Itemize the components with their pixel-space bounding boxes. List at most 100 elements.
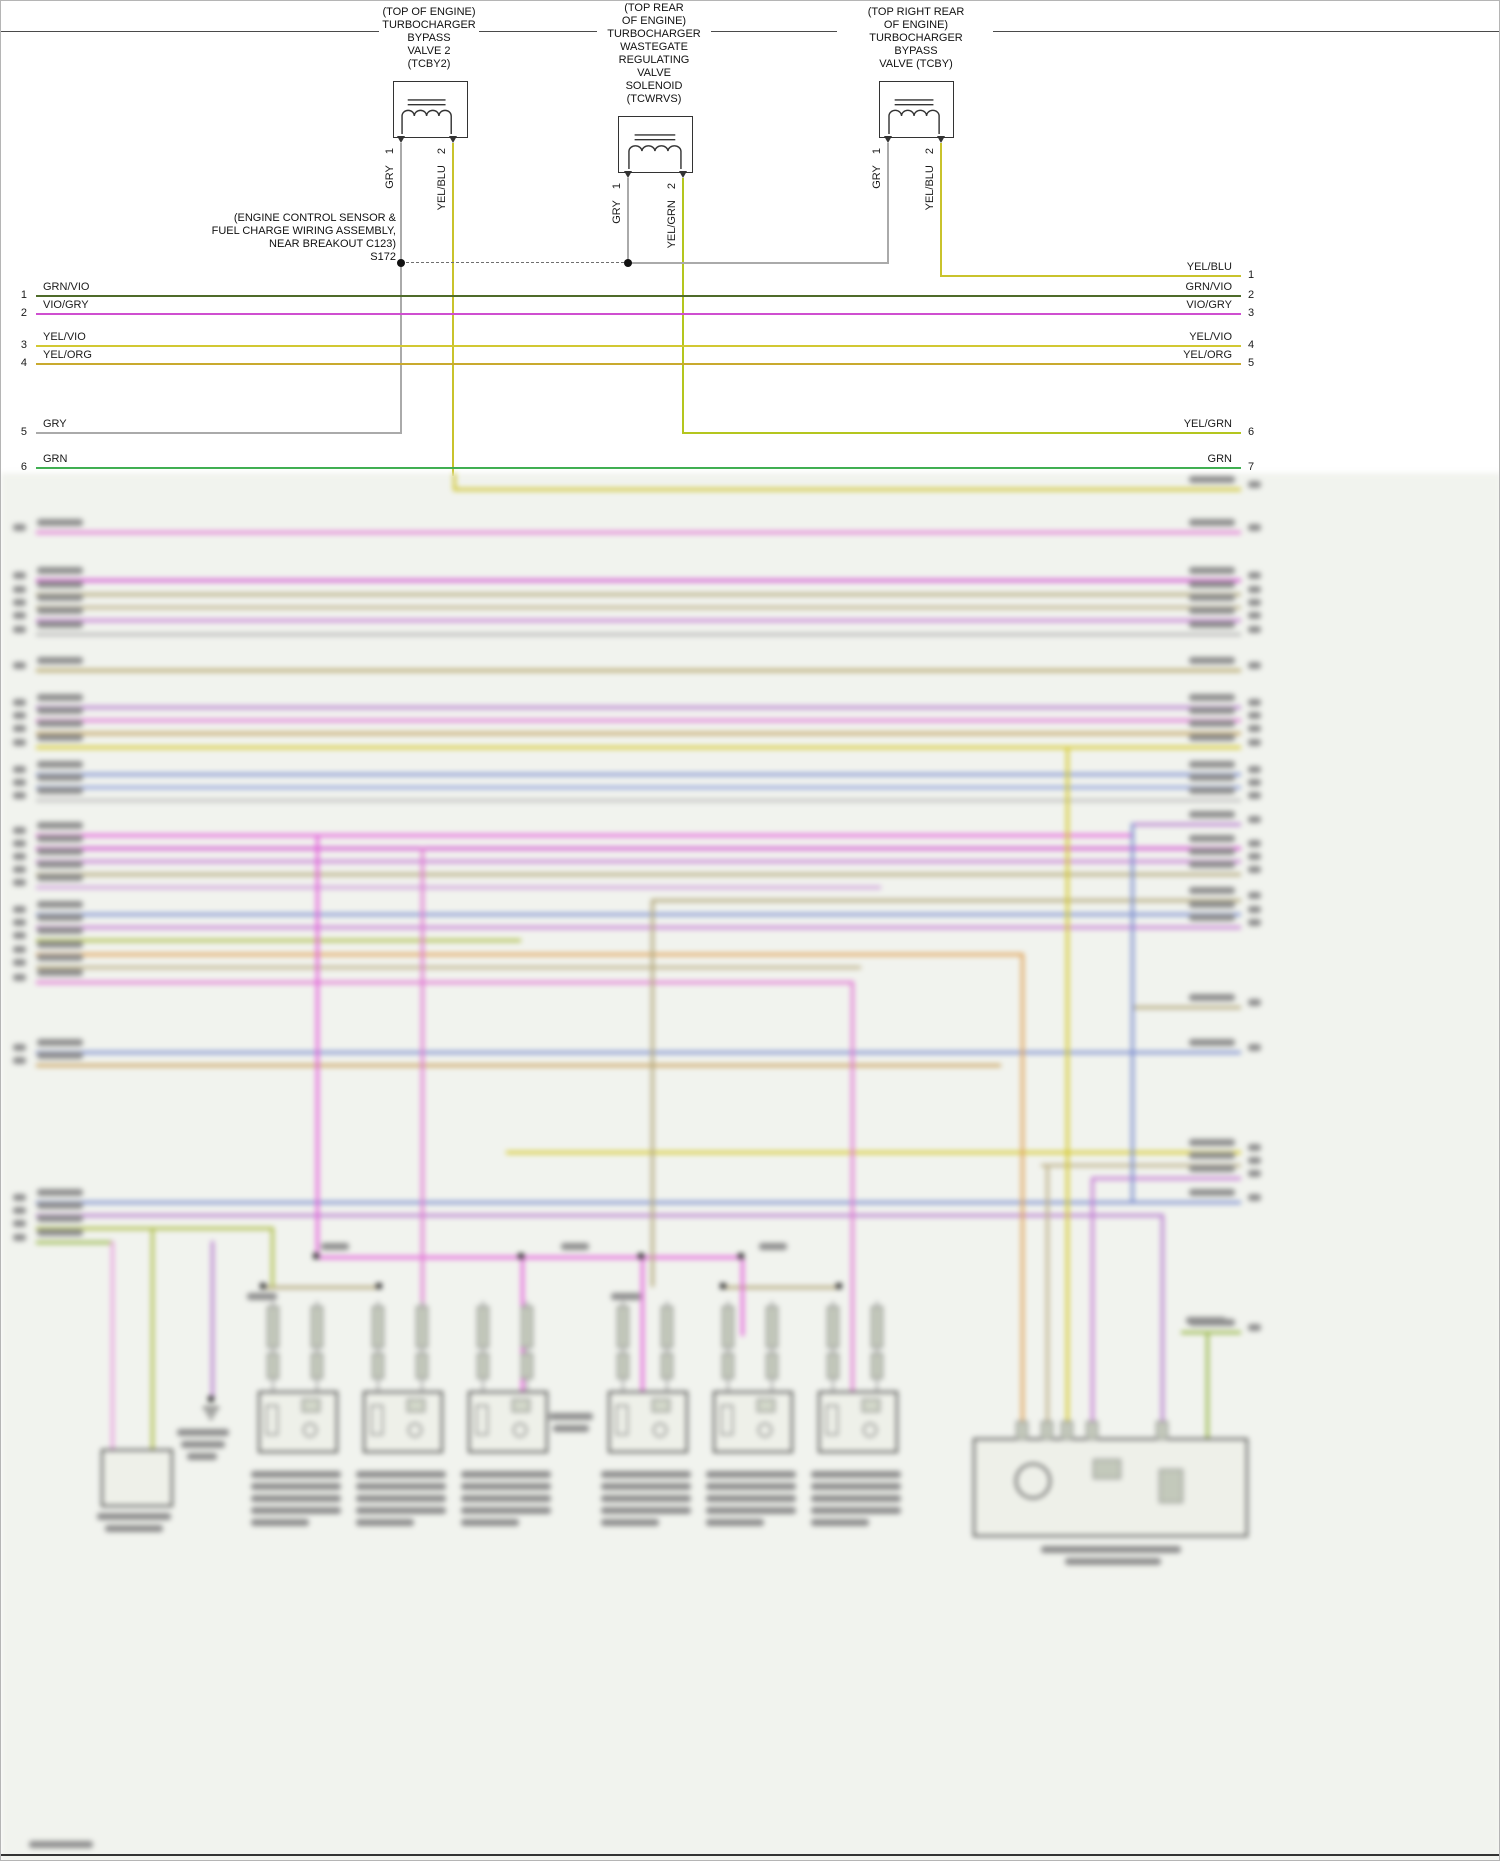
blurred-text [37, 519, 83, 526]
blurred-text [37, 874, 83, 881]
pin-number-left: 3 [20, 339, 27, 351]
wire [940, 143, 942, 277]
blurred-text [811, 1495, 901, 1502]
blurred-wire [651, 899, 654, 1287]
blurred-connector [371, 1405, 383, 1435]
wire [36, 313, 1241, 315]
blurred-connector [512, 1399, 530, 1412]
blurred-wire [271, 1227, 274, 1287]
blurred-wire [36, 706, 1241, 709]
wire-color-label: GRN/VIO [43, 281, 90, 293]
component-tcby-label: (TOP RIGHT REAR OF ENGINE) TURBOCHARGER … [867, 6, 965, 70]
blurred-motor-symbol [653, 1423, 667, 1437]
blurred-text [811, 1519, 869, 1526]
component-tcby2-label: (TOP OF ENGINE) TURBOCHARGER BYPASS VALV… [382, 6, 476, 70]
blurred-text [13, 739, 26, 746]
blurred-junction-dot [738, 1253, 744, 1259]
blurred-wire [36, 1241, 111, 1244]
blurred-junction-dot [208, 1396, 214, 1402]
blurred-text [247, 1293, 277, 1300]
blurred-text [1189, 1189, 1235, 1196]
blurred-text [13, 766, 26, 773]
blurred-text [13, 840, 26, 847]
wire-color-label: VIO/GRY [1186, 299, 1232, 311]
wire [36, 467, 1241, 469]
connector-arrow-icon [397, 136, 405, 143]
blurred-text [1189, 761, 1235, 768]
blurred-text [37, 848, 83, 855]
blurred-junction-dot [518, 1253, 524, 1259]
blurred-text [13, 827, 26, 834]
wire [400, 143, 402, 434]
blurred-ground-icon [206, 1412, 216, 1414]
pin-number-left: 1 [20, 289, 27, 301]
blurred-wire [36, 719, 1241, 722]
blurred-junction-dot [313, 1253, 319, 1259]
blurred-connector [1086, 1421, 1098, 1440]
blurred-wire [151, 1227, 154, 1450]
blurred-connector [826, 1405, 838, 1435]
blurred-wire [506, 1151, 1241, 1154]
blurred-text [1189, 621, 1235, 628]
blurred-text [29, 1841, 93, 1848]
frame-line [711, 31, 837, 32]
blurred-text [601, 1507, 691, 1514]
wire [36, 345, 1241, 347]
blurred-motor-symbol [408, 1423, 422, 1437]
blurred-connector [827, 1353, 839, 1379]
blurred-wire [36, 579, 1241, 582]
blurred-wire [36, 981, 851, 984]
blurred-wire [36, 732, 1241, 735]
blurred-wire [453, 488, 1241, 491]
pin-wire-label: YEL/BLU 2 [924, 148, 936, 211]
wire [627, 178, 629, 264]
blurred-text [37, 1039, 83, 1046]
blurred-text [13, 524, 26, 531]
splice-dot [624, 259, 632, 267]
blurred-wire [721, 1286, 841, 1289]
blurred-text [97, 1513, 171, 1520]
pin-number-left: 5 [20, 426, 27, 438]
splice-dashed-wire [401, 262, 629, 263]
blurred-wire [36, 633, 1241, 636]
blurred-connector [721, 1405, 733, 1435]
wire [682, 178, 684, 434]
blurred-connector [616, 1405, 628, 1435]
blurred-wire [741, 1256, 744, 1336]
blurred-text [13, 662, 26, 669]
blurred-text [1248, 892, 1261, 899]
frame-line [993, 31, 1499, 32]
blurred-text [706, 1471, 796, 1478]
blurred-text [1189, 835, 1235, 842]
blurred-component-box [973, 1438, 1248, 1537]
blurred-text [356, 1495, 446, 1502]
blurred-text [1189, 581, 1235, 588]
blurred-text [1248, 906, 1261, 913]
frame-line [1, 31, 379, 32]
wire-color-label: YEL/ORG [43, 349, 92, 361]
blurred-wire [316, 834, 319, 1257]
blurred-text [1248, 699, 1261, 706]
blurred-text [1248, 481, 1261, 488]
blurred-wire [36, 1201, 1241, 1204]
blurred-text [13, 612, 26, 619]
blurred-connector [722, 1353, 734, 1379]
blurred-wire [36, 847, 1241, 850]
blurred-connector [1061, 1421, 1073, 1440]
blurred-text [13, 572, 26, 579]
blurred-text [1189, 811, 1235, 818]
blurred-wire [36, 531, 1241, 534]
blurred-text [1248, 853, 1261, 860]
blurred-text [553, 1425, 589, 1432]
blurred-text [13, 712, 26, 719]
pin-number-right: 3 [1248, 307, 1255, 319]
blurred-connector [617, 1353, 629, 1379]
frame-line [479, 31, 597, 32]
blurred-text [1189, 707, 1235, 714]
blurred-text [37, 822, 83, 829]
blurred-wire [1091, 1177, 1094, 1439]
blurred-text [549, 1413, 593, 1420]
blurred-text [13, 699, 26, 706]
blurred-text [37, 1052, 83, 1059]
